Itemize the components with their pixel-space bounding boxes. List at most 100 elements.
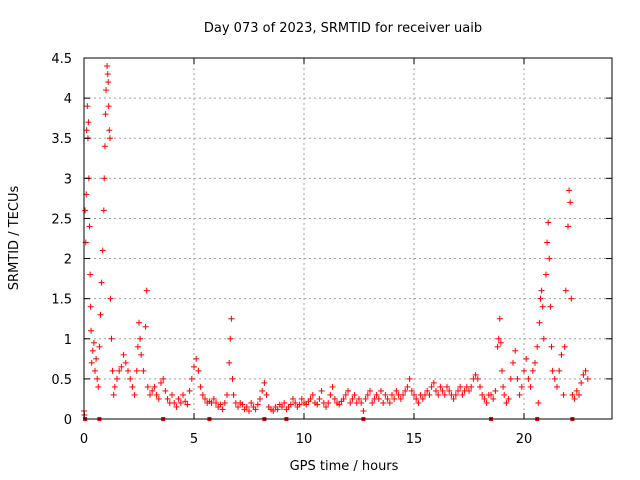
data-point <box>556 367 563 374</box>
data-point <box>389 391 395 398</box>
data-point <box>571 395 578 402</box>
data-point <box>499 367 505 374</box>
data-point <box>329 383 336 390</box>
data-point <box>158 379 164 386</box>
data-point <box>184 401 191 408</box>
data-point <box>173 403 180 410</box>
data-point <box>144 383 151 390</box>
data-point <box>505 395 512 402</box>
data-point <box>82 207 89 214</box>
data-point <box>298 395 305 402</box>
data-point <box>347 399 354 406</box>
data-point <box>134 343 141 350</box>
data-point <box>441 391 448 398</box>
data-point <box>230 391 237 398</box>
data-point <box>229 375 236 382</box>
data-point <box>287 401 294 408</box>
data-point <box>104 71 111 78</box>
data-point <box>500 383 507 390</box>
data-point <box>567 199 574 206</box>
data-point <box>411 391 417 398</box>
data-point <box>426 391 433 398</box>
data-point <box>221 399 228 406</box>
data-point <box>545 219 552 226</box>
data-point <box>219 406 226 413</box>
data-point <box>105 79 112 86</box>
data-point <box>106 135 113 142</box>
data-point <box>490 395 497 402</box>
data-point <box>188 375 195 382</box>
data-point <box>424 387 431 394</box>
data-point <box>83 127 90 134</box>
data-point <box>360 407 367 414</box>
data-point <box>534 343 541 350</box>
data-point <box>99 247 106 254</box>
data-point <box>495 335 502 342</box>
data-point <box>452 391 459 398</box>
data-point <box>501 391 508 398</box>
data-point <box>444 383 450 390</box>
data-point <box>558 351 565 358</box>
data-point <box>307 395 314 402</box>
data-point <box>516 391 523 398</box>
data-point <box>122 359 129 366</box>
data-point <box>182 398 189 405</box>
data-point <box>95 383 102 390</box>
data-point <box>97 311 104 318</box>
data-point <box>455 387 461 394</box>
data-point <box>547 303 554 310</box>
data-point <box>459 391 466 398</box>
data-point <box>351 391 358 398</box>
data-point <box>369 399 376 406</box>
y-tick-label: 4 <box>64 92 72 107</box>
data-point <box>186 387 193 394</box>
data-point <box>153 391 160 398</box>
data-point <box>104 63 111 70</box>
y-tick-label: 2.5 <box>51 212 72 227</box>
data-point <box>483 399 490 406</box>
y-tick-label: 3.5 <box>51 132 72 147</box>
data-point <box>437 383 444 390</box>
data-point <box>92 367 98 374</box>
data-point <box>292 399 299 406</box>
y-tick-label: 3 <box>64 172 72 187</box>
data-point <box>316 395 323 402</box>
data-point <box>373 391 380 398</box>
data-point <box>345 387 351 394</box>
data-point <box>160 375 167 382</box>
axes: 0 0.5 1 1.5 2 2.5 3 3.5 4 4.5 0 5 10 15 20 <box>51 52 612 447</box>
data-point <box>479 391 486 398</box>
data-point <box>151 383 158 390</box>
data-point <box>261 379 268 386</box>
data-point <box>213 399 219 406</box>
data-point <box>539 303 546 310</box>
data-point <box>402 387 409 394</box>
data-point <box>93 355 100 362</box>
data-point <box>227 335 234 342</box>
data-point <box>525 375 532 382</box>
data-point <box>408 387 415 394</box>
x-tick-label: 5 <box>190 432 198 447</box>
x-axis-label: GPS time / hours <box>290 459 399 474</box>
data-point <box>367 387 373 394</box>
data-point <box>197 383 204 390</box>
data-point <box>457 383 464 390</box>
data-point <box>224 391 230 398</box>
y-tick-label: 2 <box>64 253 72 268</box>
data-point <box>129 383 136 390</box>
y-tick-label: 4.5 <box>51 52 72 67</box>
data-point <box>578 379 585 386</box>
data-point <box>309 391 316 398</box>
data-point <box>560 391 567 398</box>
data-point <box>386 399 393 406</box>
data-point <box>549 367 556 374</box>
data-point <box>565 223 571 230</box>
x-tick-label: 10 <box>296 432 313 447</box>
data-point <box>380 399 387 406</box>
data-point <box>235 403 241 410</box>
data-point <box>362 395 369 402</box>
x-tick-label: 0 <box>80 432 88 447</box>
data-point <box>290 395 296 402</box>
data-point <box>147 391 153 398</box>
data-point <box>325 399 332 406</box>
